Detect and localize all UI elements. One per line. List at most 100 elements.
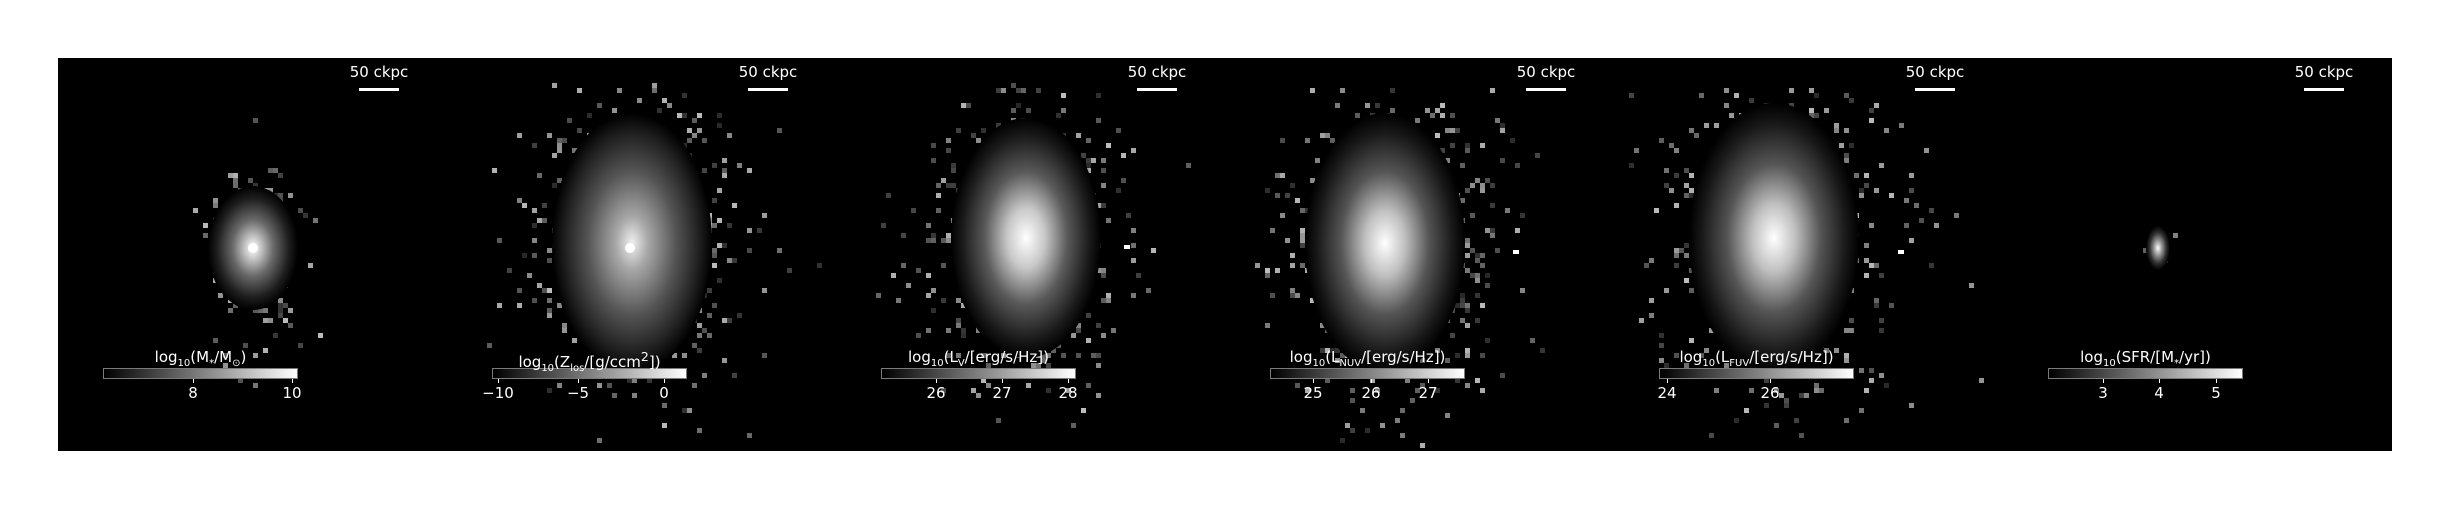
panel-luminosity-fuv: 50 ckpc log10(LFUV/[erg/s/Hz]) 24 26 [1614,58,2003,451]
pixel [1046,388,1051,393]
pixel [288,308,293,313]
pixel [712,303,717,308]
pixel [961,103,966,108]
pixel [762,288,767,293]
pixel [1375,103,1380,108]
pixel [1435,133,1440,138]
pixel [612,393,617,398]
pixel [1914,203,1919,208]
colorbar-tick [2216,379,2217,383]
pixel [1001,353,1006,358]
pixel [1390,108,1395,113]
pixel [552,153,557,158]
pixel [1674,173,1679,178]
pixel [981,378,986,383]
pixel [1101,268,1106,273]
pixel [253,353,258,358]
pixel [537,173,542,178]
pixel [732,373,737,378]
pixel [268,168,273,173]
pixel [1844,128,1849,133]
pixel [253,118,258,123]
pixel [1290,263,1295,268]
pixel [941,178,946,183]
pixel [1440,148,1445,153]
pixel [283,318,288,323]
pixel [1435,348,1440,353]
pixel [702,168,707,173]
scale-bar-line [1526,88,1566,91]
pixel [253,383,258,388]
pixel [1400,433,1405,438]
pixel [936,193,941,198]
pixel [1305,138,1310,143]
pixel [273,333,278,338]
colorbar-ticks: 8 10 [103,379,302,402]
pixel [1285,238,1290,243]
pixel [986,363,991,368]
pixel [517,303,522,308]
pixel [1485,178,1490,183]
pixel [1475,293,1480,298]
pixel [263,348,268,353]
pixel [682,408,687,413]
pixel [1460,163,1465,168]
pixel [1325,378,1330,383]
pixel [926,293,931,298]
pixel [946,183,951,188]
pixel [722,243,727,248]
pixel [1924,148,1929,153]
galaxy-image [1629,88,1984,438]
pixel [1869,368,1874,373]
pixel [547,248,552,253]
pixel [612,108,617,113]
pixel [966,103,971,108]
pixel [273,168,278,173]
colorbar-tick [1313,379,1314,383]
pixel [1809,113,1814,118]
pixel [1026,383,1031,388]
scale-bar-label: 50 ckpc [349,63,409,81]
pixel [1335,358,1340,363]
pixel [1839,143,1844,148]
pixel [1674,148,1679,153]
pixel [1909,173,1914,178]
pixel [1410,398,1415,403]
pixel [976,393,981,398]
pixel [1485,283,1490,288]
pixel [1455,128,1460,133]
pixel [1669,143,1674,148]
pixel [1470,213,1475,218]
pixel [1515,163,1520,168]
pixel [951,163,956,168]
pixel [1086,163,1091,168]
pixel [817,263,822,268]
pixel [1440,113,1445,118]
pixel [1809,88,1814,93]
pixel [1470,183,1475,188]
pixel [1275,268,1280,273]
pixel [1689,338,1694,343]
pixel [1789,103,1794,108]
pixel [253,183,258,188]
pixel [522,203,527,208]
pixel [1684,278,1689,283]
pixel [557,143,562,148]
pixel [1879,328,1884,333]
colorbar-tick-label: 25 [1303,384,1323,402]
pixel [717,243,722,248]
pixel [1899,123,1904,128]
pixel [238,378,243,383]
pixel [278,303,283,308]
pixel [1265,323,1270,328]
pixel [1844,328,1849,333]
pixel [1290,183,1295,188]
pixel [1086,338,1091,343]
pixel [1520,213,1525,218]
pixel [682,113,687,118]
pixel [1330,138,1335,143]
pixel [946,353,951,358]
pixel [1909,238,1914,243]
pixel [1465,353,1470,358]
pixel [572,338,577,343]
